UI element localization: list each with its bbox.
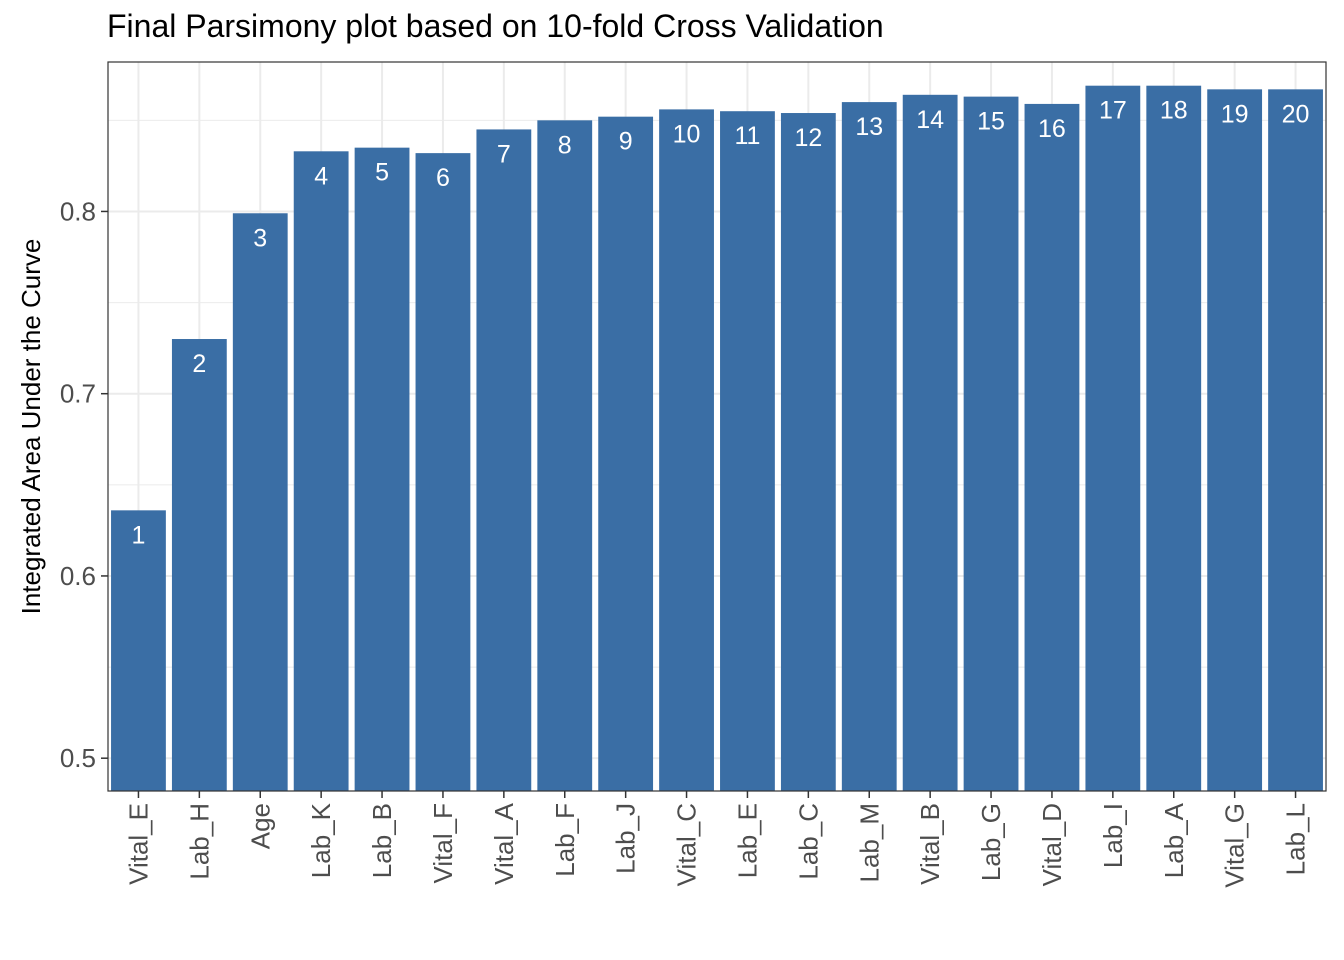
x-tick-label-Lab_G: Lab_G	[976, 803, 1006, 881]
bar-Lab_F	[537, 120, 593, 791]
bar-Vital_E	[111, 510, 166, 791]
bar-label-18: 18	[1160, 97, 1188, 125]
y-axis-title: Integrated Area Under the Curve	[16, 239, 46, 615]
x-tick-label-Lab_I: Lab_I	[1098, 803, 1128, 868]
bar-Vital_C	[659, 109, 714, 791]
x-tick-label-Vital_B: Vital_B	[915, 803, 945, 885]
bar-Lab_M	[841, 102, 897, 792]
x-tick-label-Lab_H: Lab_H	[184, 803, 214, 880]
bar-label-16: 16	[1038, 115, 1066, 143]
bar-label-5: 5	[375, 159, 389, 187]
bar-label-15: 15	[977, 108, 1005, 136]
bar-label-9: 9	[619, 128, 633, 156]
y-tick-label: 0.5	[60, 743, 96, 773]
x-tick-label-Lab_C: Lab_C	[793, 803, 823, 880]
bar-label-14: 14	[916, 106, 944, 134]
x-tick-label-Vital_C: Vital_C	[672, 803, 702, 886]
bar-label-13: 13	[855, 113, 883, 141]
bar-label-8: 8	[558, 131, 572, 159]
bar-Lab_J	[598, 116, 654, 792]
bar-label-4: 4	[314, 162, 328, 190]
y-axis: 0.5 0.6 0.7 0.8	[60, 196, 108, 773]
bar-label-20: 20	[1282, 100, 1310, 128]
y-tick-label: 0.7	[60, 379, 96, 409]
bar-label-2: 2	[192, 350, 206, 378]
x-tick-label-Lab_F: Lab_F	[550, 803, 580, 877]
bar-label-17: 17	[1099, 97, 1127, 125]
bar-label-12: 12	[794, 124, 822, 152]
bars	[111, 85, 1323, 792]
x-tick-label-Lab_J: Lab_J	[611, 803, 641, 874]
x-tick-label-Age: Age	[245, 803, 275, 849]
y-tick-label: 0.6	[60, 561, 96, 591]
bar-label-19: 19	[1221, 100, 1249, 128]
x-tick-label-Lab_B: Lab_B	[367, 803, 397, 878]
bar-Lab_C	[780, 113, 836, 791]
bar-Lab_H	[171, 339, 227, 791]
bar-label-3: 3	[253, 224, 267, 252]
bar-Vital_G	[1207, 89, 1263, 791]
bar-Lab_G	[963, 96, 1019, 791]
x-tick-label-Lab_E: Lab_E	[732, 803, 762, 878]
bar-Lab_K	[293, 151, 349, 792]
x-tick-label-Vital_A: Vital_A	[489, 802, 519, 885]
x-tick-label-Lab_M: Lab_M	[854, 803, 884, 883]
bar-Lab_E	[720, 111, 775, 791]
x-tick-label-Vital_G: Vital_G	[1220, 803, 1250, 888]
bar-label-6: 6	[436, 164, 450, 192]
grid-lines	[108, 62, 1326, 791]
bar-label-11: 11	[734, 122, 760, 150]
chart-title: Final Parsimony plot based on 10-fold Cr…	[107, 8, 884, 44]
panel-border	[107, 61, 1327, 792]
bar-Vital_F	[415, 153, 471, 791]
x-tick-label-Vital_F: Vital_F	[428, 803, 458, 883]
bar-label-1: 1	[131, 521, 145, 549]
x-tick-label-Lab_K: Lab_K	[306, 802, 336, 878]
bar-label-10: 10	[673, 120, 701, 148]
bar-Lab_L	[1268, 89, 1323, 791]
bar-Lab_A	[1146, 85, 1202, 791]
x-tick-label-Lab_A: Lab_A	[1159, 802, 1189, 878]
bar-Vital_A	[476, 129, 532, 791]
bar-Age	[232, 213, 288, 791]
panel-background	[108, 62, 1326, 791]
bar-Vital_D	[1024, 103, 1080, 792]
bar-Vital_B	[902, 94, 958, 792]
bar-Lab_B	[354, 147, 410, 792]
y-tick-label: 0.8	[60, 196, 96, 226]
bar-Lab_I	[1085, 85, 1141, 791]
x-tick-label-Vital_E: Vital_E	[123, 803, 153, 885]
x-tick-label-Lab_L: Lab_L	[1281, 803, 1311, 875]
bar-label-7: 7	[497, 140, 511, 168]
x-tick-label-Vital_D: Vital_D	[1037, 803, 1067, 886]
x-axis: Vital_E Lab_H Age Lab_K Lab_B Vital_F Vital_A L…	[123, 791, 1311, 888]
